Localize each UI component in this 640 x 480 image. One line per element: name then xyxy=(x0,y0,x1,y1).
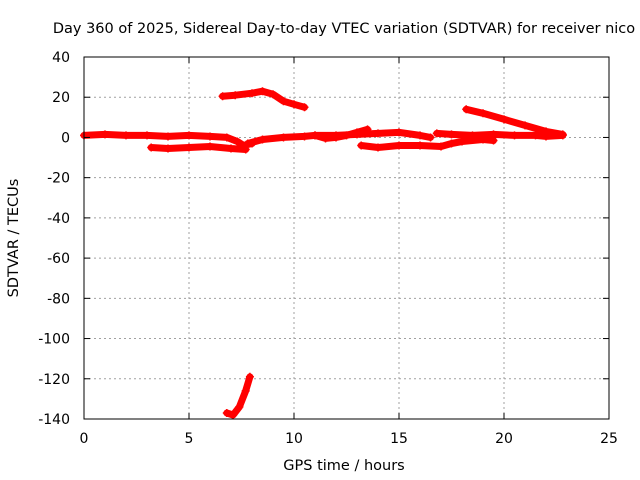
y-tick-label: -100 xyxy=(38,332,70,348)
data-point xyxy=(235,402,244,411)
data-point xyxy=(231,91,240,100)
tick-layer: 0 5 10 15 20 25 40 20 0 -20 -40 -60 -80 -100 -120 -140 xyxy=(38,50,618,447)
data-point xyxy=(416,131,424,140)
x-tick-label: 25 xyxy=(600,431,618,447)
data-point xyxy=(521,121,529,130)
data-point xyxy=(311,131,319,140)
data-point xyxy=(164,144,172,153)
data-point xyxy=(489,130,498,139)
data-point xyxy=(300,132,309,141)
data-point xyxy=(218,92,227,101)
data-point xyxy=(279,133,288,142)
y-axis-title: SDTVAR / TECUs xyxy=(6,179,22,298)
data-point xyxy=(447,139,456,148)
data-point xyxy=(248,89,256,98)
data-point xyxy=(332,131,340,140)
data-point xyxy=(531,131,540,140)
data-point xyxy=(357,141,366,150)
data-point xyxy=(432,129,441,138)
y-tick-label: -120 xyxy=(38,372,70,388)
data-point xyxy=(258,135,267,144)
data-point xyxy=(227,144,235,153)
data-point xyxy=(243,139,252,148)
plot-frame xyxy=(83,56,610,420)
chart-title: Day 360 of 2025, Sidereal Day-to-day VTE… xyxy=(53,21,635,37)
x-tick-label: 5 xyxy=(185,431,194,447)
data-point xyxy=(122,131,130,140)
data-point xyxy=(147,143,156,152)
data-point xyxy=(185,143,193,152)
data-point xyxy=(458,137,466,146)
data-point xyxy=(437,142,445,151)
data-point xyxy=(164,132,172,141)
x-tick-label: 15 xyxy=(390,431,408,447)
data-point xyxy=(395,141,403,150)
data-point xyxy=(395,128,403,137)
y-tick-label: 20 xyxy=(52,90,70,106)
x-tick-label: 10 xyxy=(285,431,303,447)
data-point xyxy=(233,137,242,146)
data-point xyxy=(101,130,109,139)
data-point xyxy=(206,132,214,141)
data-point xyxy=(374,143,382,152)
data-point xyxy=(222,408,231,417)
data-point xyxy=(185,131,193,140)
data-point xyxy=(500,115,508,124)
data-point xyxy=(222,133,231,142)
data-point xyxy=(462,105,471,114)
data-point xyxy=(258,87,267,96)
data-point xyxy=(374,129,382,138)
data-point xyxy=(426,133,435,142)
x-tick-label: 0 xyxy=(80,431,89,447)
data-point xyxy=(241,386,250,395)
data-layer xyxy=(80,87,567,419)
data-point xyxy=(558,130,567,139)
data-point xyxy=(479,109,487,118)
data-point xyxy=(542,127,550,136)
y-tick-label: -40 xyxy=(47,211,70,227)
x-axis-title: GPS time / hours xyxy=(283,458,404,474)
data-point xyxy=(279,97,288,106)
data-point xyxy=(468,131,477,140)
data-point xyxy=(269,90,277,99)
y-tick-label: -140 xyxy=(38,412,70,428)
data-point xyxy=(241,145,250,154)
data-point xyxy=(206,142,214,151)
data-point xyxy=(300,103,309,112)
data-point xyxy=(229,410,238,419)
y-tick-label: 40 xyxy=(52,50,70,66)
data-point xyxy=(447,130,456,139)
data-point xyxy=(353,130,361,139)
data-point xyxy=(416,141,424,150)
x-tick-label: 20 xyxy=(495,431,513,447)
data-point xyxy=(245,372,254,381)
y-tick-label: -80 xyxy=(47,291,70,307)
data-point xyxy=(510,131,519,140)
data-point xyxy=(143,131,151,140)
y-tick-label: -20 xyxy=(47,171,70,187)
y-tick-label: 0 xyxy=(61,130,70,146)
y-tick-label: -60 xyxy=(47,251,70,267)
data-point xyxy=(290,100,298,109)
